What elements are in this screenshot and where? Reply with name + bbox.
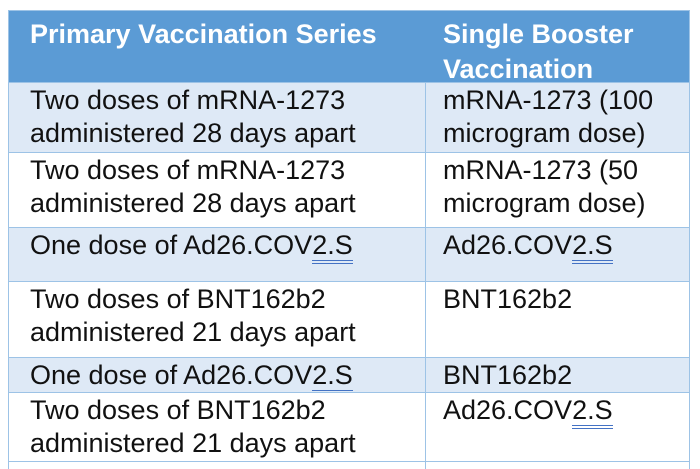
cell-booster: Ad26.COV2.S [426,228,689,281]
table-body: Two doses of mRNA-1273 administered 28 d… [9,83,689,462]
cell-booster: mRNA-1273 (100 microgram dose) [426,83,689,152]
cell-text: Two doses of mRNA-1273 administered 28 d… [30,85,356,148]
cell-text: One dose of Ad26.COV [30,360,313,390]
cell-primary: One dose of Ad26.COV2.S [9,228,426,281]
cell-text: mRNA-1273 (50 microgram dose) [443,155,646,218]
cell-primary [9,462,426,469]
table-row-cutoff [9,462,689,469]
cell-text: BNT162b2 [443,360,573,390]
cell-text: BNT162b2 [443,284,573,314]
table-row: Two doses of mRNA-1273 administered 28 d… [9,83,689,153]
cell-text: One dose of Ad26.COV [30,230,313,260]
cell-text: Two doses of BNT162b2 administered 21 da… [30,284,356,347]
grammar-underline-text: 2.S [312,360,353,392]
cell-text: Two doses of mRNA-1273 administered 28 d… [30,155,356,218]
table-row: One dose of Ad26.COV2.S Ad26.COV2.S [9,228,689,282]
table-header-row: Primary Vaccination Series Single Booste… [9,11,689,83]
cell-booster: Ad26.COV2.S [426,393,689,461]
cell-text: Two doses of BNT162b2 administered 21 da… [30,395,356,458]
column-header-single-booster-vaccination: Single Booster Vaccination [443,19,634,82]
cell-text: Ad26.COV [443,230,573,260]
cell-text: mRNA-1273 (100 microgram dose) [443,85,654,148]
cell-primary: One dose of Ad26.COV2.S [9,358,426,392]
cell-primary: Two doses of mRNA-1273 administered 28 d… [9,83,426,152]
cell-booster: BNT162b2 [426,358,689,392]
table-row: Two doses of BNT162b2 administered 21 da… [9,282,689,358]
grammar-underline-text: 2.S [572,395,613,429]
table-row: Two doses of BNT162b2 administered 21 da… [9,393,689,462]
cell-booster [426,462,689,469]
grammar-underline-text: 2.S [572,230,613,264]
table-row: One dose of Ad26.COV2.S BNT162b2 [9,358,689,393]
vaccination-table: Primary Vaccination Series Single Booste… [8,10,690,469]
cell-primary: Two doses of BNT162b2 administered 21 da… [9,393,426,461]
cell-primary: Two doses of mRNA-1273 administered 28 d… [9,153,426,227]
column-header-primary-vaccination-series: Primary Vaccination Series [30,19,377,49]
table-row: Two doses of mRNA-1273 administered 28 d… [9,153,689,228]
cell-booster: mRNA-1273 (50 microgram dose) [426,153,689,227]
cell-booster: BNT162b2 [426,282,689,357]
cell-text: Ad26.COV [443,395,573,425]
grammar-underline-text: 2.S [312,230,353,264]
cell-primary: Two doses of BNT162b2 administered 21 da… [9,282,426,357]
